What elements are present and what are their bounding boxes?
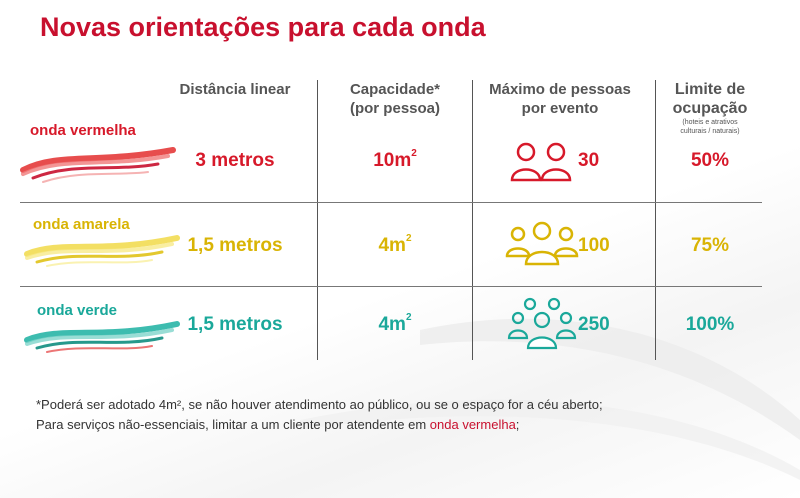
row-divider-1 bbox=[20, 202, 762, 203]
group-people-icon bbox=[505, 221, 579, 266]
header-limite: Limite de ocupação (hoteis e atrativos c… bbox=[672, 81, 748, 135]
header-capacidade: Capacidade* (por pessoa) bbox=[349, 81, 441, 117]
divider-2 bbox=[472, 80, 473, 360]
capacidade-red: 10m2 bbox=[373, 148, 417, 171]
wave-label-red: onda vermelha bbox=[30, 122, 136, 139]
green-wave-graphic bbox=[24, 321, 180, 353]
limite-green: 100% bbox=[685, 314, 735, 335]
distancia-green: 1,5 metros bbox=[187, 314, 283, 335]
divider-1 bbox=[317, 80, 318, 360]
maximo-red: 30 bbox=[578, 150, 600, 171]
header-maximo: Máximo de pessoas por evento bbox=[489, 81, 631, 117]
crowd-people-icon bbox=[507, 297, 577, 350]
yellow-wave-graphic bbox=[24, 235, 180, 267]
page-title: Novas orientações para cada onda bbox=[40, 12, 486, 42]
capacidade-green: 4m2 bbox=[378, 312, 412, 335]
footnote-highlight: onda vermelha bbox=[429, 417, 516, 432]
header-distancia: Distância linear bbox=[179, 81, 291, 98]
two-people-icon bbox=[510, 142, 572, 182]
footnote-1: *Poderá ser adotado 4m², se não houver a… bbox=[36, 397, 603, 412]
limite-red: 50% bbox=[690, 150, 730, 171]
divider-3 bbox=[655, 80, 656, 360]
distancia-red: 3 metros bbox=[195, 150, 275, 171]
wave-label-yellow: onda amarela bbox=[33, 216, 130, 233]
maximo-yellow: 100 bbox=[578, 235, 610, 256]
red-wave-graphic bbox=[20, 147, 176, 183]
maximo-green: 250 bbox=[578, 314, 610, 335]
footnote-2: Para serviços não-essenciais, limitar a … bbox=[36, 417, 520, 432]
limite-yellow: 75% bbox=[690, 235, 730, 256]
capacidade-yellow: 4m2 bbox=[378, 233, 412, 256]
row-divider-2 bbox=[20, 286, 762, 287]
wave-label-green: onda verde bbox=[37, 302, 118, 319]
distancia-yellow: 1,5 metros bbox=[187, 235, 283, 256]
